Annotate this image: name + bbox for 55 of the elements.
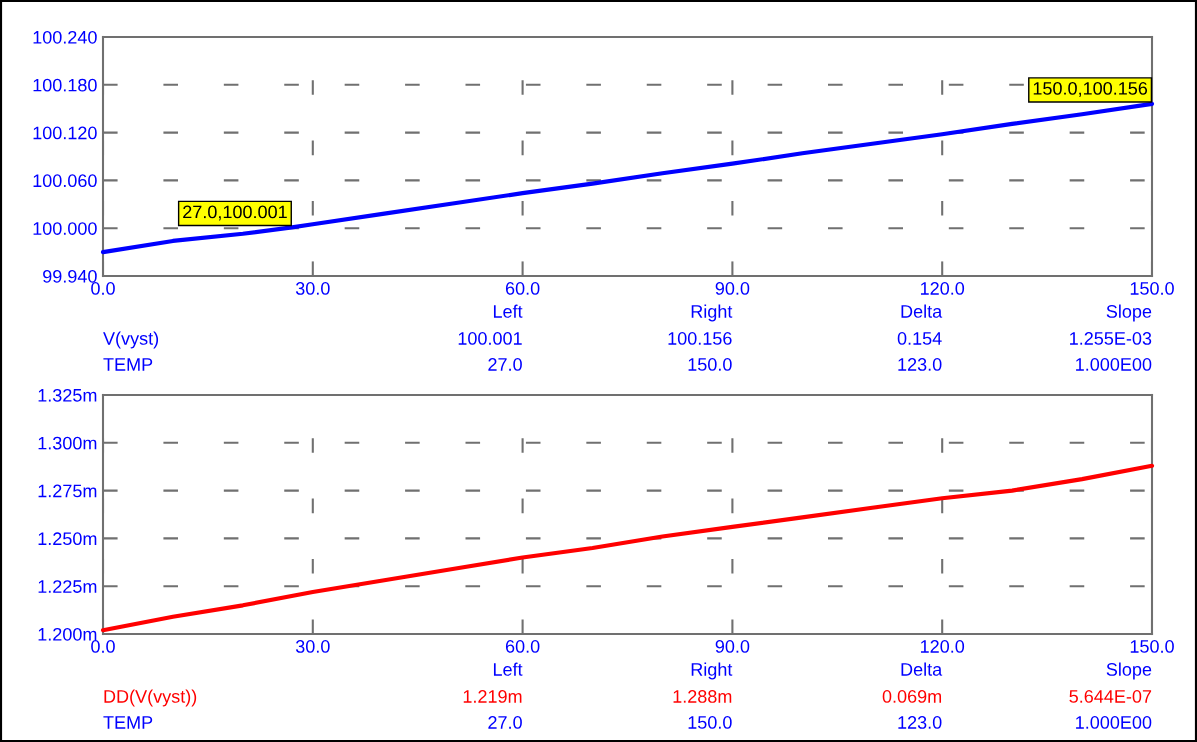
y-tick-label: 100.240 (33, 30, 97, 44)
y-tick-label: 1.250m (38, 532, 97, 546)
annotation: 27.0,100.001 (183, 205, 287, 221)
text: 100.001 (458, 332, 522, 345)
x-tick-label: 60.0 (505, 282, 540, 295)
text: 1.000E00 (1076, 716, 1152, 729)
text: 27.0 (488, 716, 522, 729)
x-tick-label: 0.0 (91, 640, 115, 653)
text: Right (691, 304, 733, 322)
text: 150.0 (688, 358, 732, 371)
x-tick-label: 30.0 (295, 282, 330, 295)
text: 0.069m (882, 690, 942, 703)
y-tick-label: 1.300m (38, 436, 97, 450)
text: 1.255E-03 (1070, 332, 1152, 345)
x-tick-label: 150.0 (1130, 282, 1174, 295)
x-tick-label: 60.0 (505, 640, 540, 653)
text: TEMP (103, 358, 153, 371)
y-tick-label: 100.180 (33, 78, 97, 92)
x-tick-label: 120.0 (920, 282, 965, 295)
text: 150.0 (688, 716, 732, 729)
text: Slope (1106, 662, 1152, 680)
y-tick-label: 99.940 (43, 269, 97, 283)
text: 27.0 (488, 358, 522, 371)
text: DD(V(vyst)) (104, 689, 197, 707)
text: 123.0 (898, 716, 942, 729)
text: 100.156 (668, 332, 732, 345)
x-tick-label: 150.0 (1130, 640, 1174, 653)
y-tick-label: 1.275m (38, 484, 97, 498)
y-tick-label: 1.225m (38, 580, 97, 593)
text: 1.219m (463, 690, 522, 703)
text: Left (493, 662, 523, 676)
text: Slope (1106, 304, 1152, 322)
text: V(vyst) (103, 331, 159, 349)
text: Delta (901, 662, 943, 676)
y-tick-label: 100.000 (33, 222, 97, 235)
text: Delta (901, 304, 943, 318)
text: 1.288m (673, 690, 732, 703)
x-tick-label: 30.0 (295, 640, 330, 653)
annotation: 150.0,100.156 (1033, 82, 1148, 97)
text: TEMP (103, 716, 153, 729)
x-tick-label: 90.0 (715, 640, 750, 653)
x-tick-label: 120.0 (920, 640, 965, 653)
text: Left (493, 304, 523, 318)
y-tick-label: 100.060 (33, 174, 97, 188)
text: Right (691, 662, 733, 680)
text: 5.644E-07 (1069, 690, 1152, 703)
text: 1.000E00 (1076, 358, 1152, 371)
x-tick-label: 0.0 (91, 282, 115, 295)
text: 123.0 (898, 358, 942, 371)
line-series (100, 101, 1155, 255)
text: 0.154 (897, 332, 942, 345)
y-tick-label: 1.325m (38, 388, 97, 402)
y-tick-label: 100.120 (33, 126, 97, 140)
x-tick-label: 90.0 (715, 282, 750, 295)
y-tick-label: 1.200m (38, 627, 97, 641)
